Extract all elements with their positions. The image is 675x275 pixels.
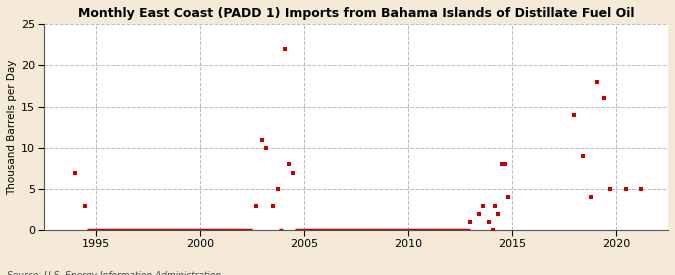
Point bbox=[267, 204, 278, 208]
Point bbox=[500, 162, 510, 167]
Point bbox=[288, 170, 299, 175]
Point bbox=[488, 228, 499, 233]
Point bbox=[569, 112, 580, 117]
Point bbox=[502, 195, 513, 200]
Point bbox=[586, 195, 597, 200]
Point bbox=[592, 79, 603, 84]
Point bbox=[284, 162, 294, 167]
Point bbox=[477, 204, 488, 208]
Point bbox=[490, 204, 501, 208]
Point bbox=[465, 220, 476, 224]
Text: Source: U.S. Energy Information Administration: Source: U.S. Energy Information Administ… bbox=[7, 271, 221, 275]
Point bbox=[256, 138, 267, 142]
Point bbox=[636, 187, 647, 191]
Point bbox=[604, 187, 615, 191]
Point bbox=[80, 204, 90, 208]
Point bbox=[598, 96, 609, 100]
Point bbox=[496, 162, 507, 167]
Point bbox=[577, 154, 588, 158]
Point bbox=[261, 146, 272, 150]
Point bbox=[473, 212, 484, 216]
Point bbox=[272, 187, 283, 191]
Point bbox=[279, 46, 290, 51]
Title: Monthly East Coast (PADD 1) Imports from Bahama Islands of Distillate Fuel Oil: Monthly East Coast (PADD 1) Imports from… bbox=[78, 7, 634, 20]
Point bbox=[493, 212, 504, 216]
Point bbox=[483, 220, 494, 224]
Point bbox=[621, 187, 632, 191]
Point bbox=[70, 170, 80, 175]
Point bbox=[250, 204, 261, 208]
Y-axis label: Thousand Barrels per Day: Thousand Barrels per Day bbox=[7, 59, 17, 195]
